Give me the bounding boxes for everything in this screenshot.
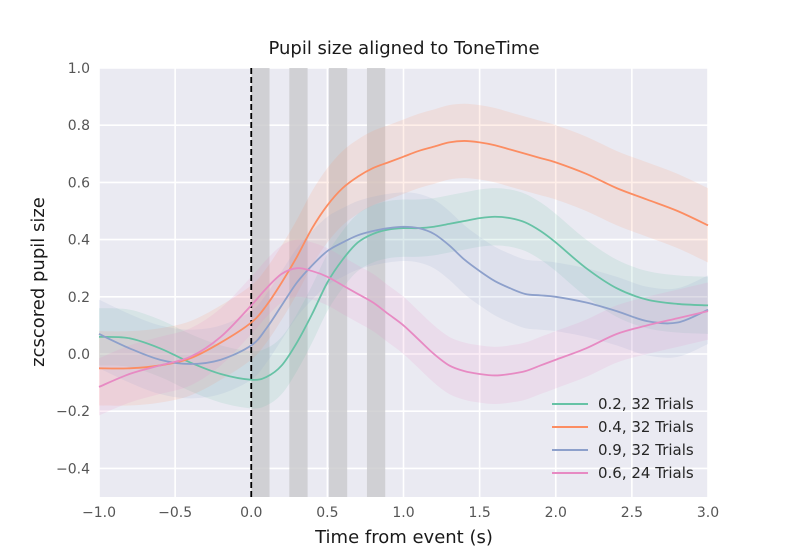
x-tick-label: 1.5	[468, 505, 490, 521]
x-tick-label: 0.0	[240, 505, 262, 521]
confidence-band	[99, 239, 708, 416]
series-lines	[98, 140, 709, 388]
y-tick-label: 0.0	[68, 347, 90, 363]
legend-entry: 0.4, 32 Trials	[598, 418, 694, 436]
legend-entry: 0.2, 32 Trials	[598, 395, 694, 413]
analysis-window	[289, 68, 308, 497]
y-axis-label: zcscored pupil size	[28, 197, 49, 367]
series-line	[98, 215, 709, 381]
x-tick-label: 3.0	[697, 505, 719, 521]
x-tick-label: 0.5	[316, 505, 338, 521]
series-line	[98, 225, 709, 365]
x-tick-label: 2.5	[621, 505, 643, 521]
x-tick-labels: −1.0 −0.5 0.0 0.5 1.0 1.5 2.0 2.5 3.0	[82, 505, 719, 521]
y-tick-label: −0.2	[56, 404, 90, 420]
legend-entry: 0.6, 24 Trials	[598, 464, 694, 482]
y-tick-label: −0.4	[56, 461, 90, 477]
chart-title: Pupil size aligned to ToneTime	[268, 38, 539, 59]
x-tick-label: 1.0	[392, 505, 414, 521]
series-line	[98, 267, 709, 388]
y-tick-label: 1.0	[68, 61, 90, 77]
analysis-window	[251, 68, 270, 497]
legend: 0.2, 32 Trials 0.4, 32 Trials 0.9, 32 Tria…	[552, 395, 694, 482]
y-tick-labels: −0.4 −0.2 0.0 0.2 0.4 0.6 0.8 1.0	[56, 61, 90, 477]
x-tick-label: −1.0	[82, 505, 116, 521]
y-tick-label: 0.8	[68, 118, 90, 134]
y-tick-label: 0.2	[68, 290, 90, 306]
analysis-window	[366, 68, 386, 497]
y-tick-label: 0.6	[68, 175, 90, 191]
x-tick-label: 2.0	[545, 505, 567, 521]
y-tick-label: 0.4	[68, 233, 90, 249]
legend-entry: 0.9, 32 Trials	[598, 441, 694, 459]
x-tick-label: −0.5	[158, 505, 192, 521]
series-line	[98, 140, 709, 370]
x-axis-label: Time from event (s)	[314, 527, 493, 548]
confidence-band	[99, 192, 708, 399]
analysis-windows	[251, 68, 386, 497]
